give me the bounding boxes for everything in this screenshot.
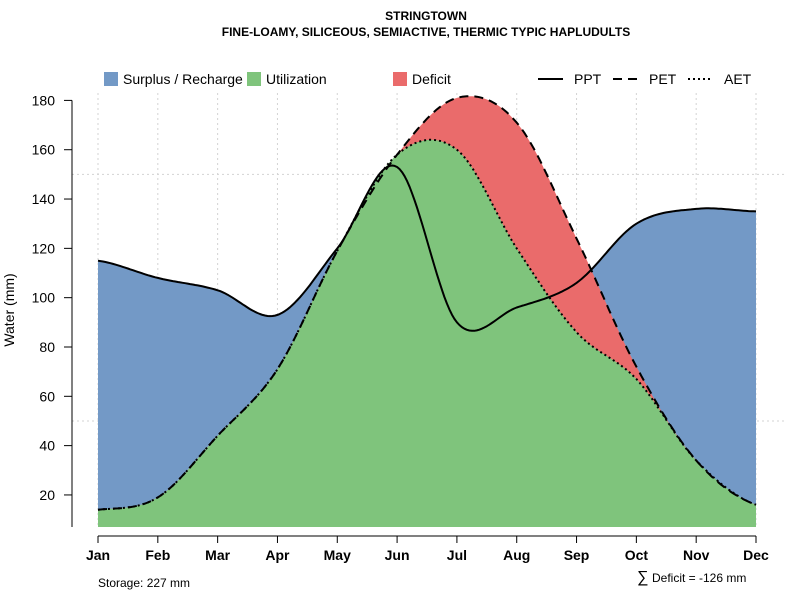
legend-swatch-utilization <box>247 72 261 86</box>
y-tick-label: 80 <box>39 339 55 355</box>
area-fills <box>98 96 756 528</box>
deficit-sum-icon: ∑ <box>637 569 648 586</box>
y-tick-label: 160 <box>32 142 56 158</box>
x-tick-label-jun: Jun <box>385 547 410 563</box>
x-tick-label-jan: Jan <box>86 547 110 563</box>
x-tick-label-aug: Aug <box>503 547 530 563</box>
legend-swatch-surplus-recharge <box>104 72 118 86</box>
legend-label: Surplus / Recharge <box>123 71 243 87</box>
y-tick-label: 120 <box>32 240 56 256</box>
legend: Surplus / Recharge Utilization Deficit PPT P… <box>104 71 752 87</box>
x-tick-label-sep: Sep <box>564 547 590 563</box>
y-tick-label: 60 <box>39 388 55 404</box>
axes: 20 40 60 80 100 120 140 160 180 Jan Feb Mar Apr May Ju… <box>32 92 769 563</box>
x-tick-label-jul: Jul <box>447 547 467 563</box>
legend-swatch-deficit <box>393 72 407 86</box>
x-tick-label-apr: Apr <box>265 547 290 563</box>
y-tick-label: 20 <box>39 487 55 503</box>
series-lines <box>97 95 757 511</box>
x-tick-label-oct: Oct <box>625 547 649 563</box>
x-tick-label-nov: Nov <box>683 547 710 563</box>
storage-annotation: Storage: 227 mm <box>98 576 190 590</box>
legend-label: AET <box>724 71 752 87</box>
deficit-annotation: Deficit = -126 mm <box>652 571 746 585</box>
y-tick-label: 140 <box>32 191 56 207</box>
legend-label: Utilization <box>266 71 327 87</box>
legend-label: PET <box>649 71 677 87</box>
series-line-ppt <box>97 164 757 332</box>
series-line-pet <box>97 95 757 511</box>
series-line-aet <box>97 138 757 511</box>
x-tick-label-feb: Feb <box>145 547 170 563</box>
y-tick-label: 180 <box>32 92 56 108</box>
chart-title: STRINGTOWN <box>385 9 467 23</box>
x-tick-label-mar: Mar <box>205 547 230 563</box>
x-tick-label-may: May <box>324 547 351 563</box>
legend-label: Deficit <box>412 71 451 87</box>
legend-label: PPT <box>574 71 602 87</box>
y-tick-label: 40 <box>39 438 55 454</box>
x-tick-label-dec: Dec <box>743 547 769 563</box>
y-axis-label: Water (mm) <box>1 273 17 346</box>
chart-subtitle: FINE-LOAMY, SILICEOUS, SEMIACTIVE, THERM… <box>222 25 630 39</box>
utilization-area <box>98 139 756 528</box>
y-tick-label: 100 <box>32 290 56 306</box>
